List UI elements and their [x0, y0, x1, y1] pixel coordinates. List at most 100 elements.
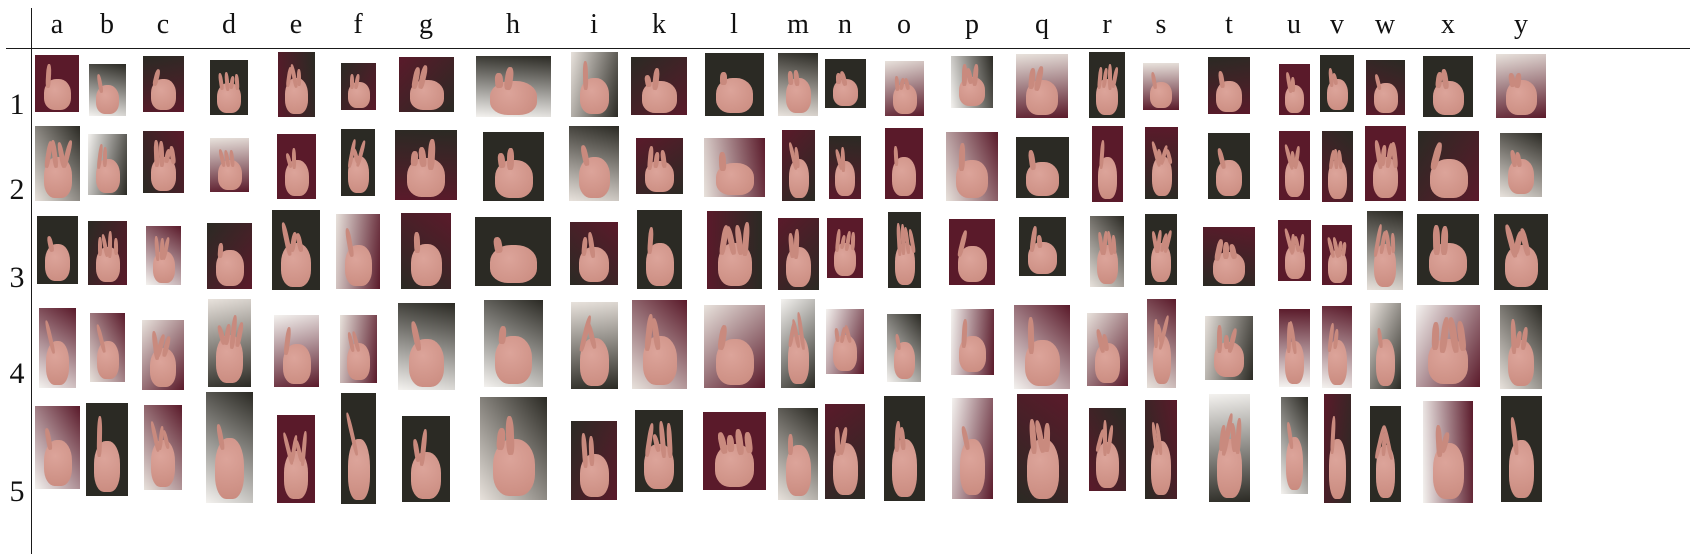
- finger-shape: [506, 147, 514, 171]
- finger-shape: [215, 423, 225, 451]
- sign-image-k-5: [635, 410, 683, 492]
- sign-image-x-1: [1423, 56, 1473, 117]
- sign-image-e-4: [273, 315, 319, 387]
- hand-shape: [1096, 79, 1118, 115]
- sign-image-c-1: [142, 56, 184, 112]
- sign-image-k-3: [636, 210, 682, 289]
- finger-shape: [644, 74, 652, 88]
- finger-shape: [417, 146, 428, 168]
- finger-shape: [1290, 76, 1295, 93]
- sign-image-y-1: [1496, 54, 1546, 118]
- sign-image-m-1: [778, 53, 818, 116]
- hand-shape: [494, 336, 532, 384]
- column-label-r: r: [1102, 9, 1112, 40]
- sign-image-c-2: [142, 131, 184, 193]
- column-label-h: h: [506, 9, 520, 40]
- column-label-u: u: [1287, 9, 1301, 40]
- sign-image-u-5: [1280, 397, 1308, 494]
- sign-image-q-5: [1016, 394, 1068, 503]
- column-label-s: s: [1155, 9, 1167, 40]
- sign-image-i-2: [569, 126, 619, 201]
- finger-shape: [291, 147, 296, 170]
- column-label-o: o: [897, 9, 911, 40]
- sign-image-s-2: [1144, 127, 1178, 199]
- sign-image-s-1: [1143, 63, 1179, 110]
- hand-shape: [284, 78, 308, 114]
- sign-image-v-2: [1321, 131, 1353, 202]
- sign-image-h-3: [475, 217, 551, 286]
- sign-image-i-5: [571, 421, 617, 500]
- sign-image-h-1: [475, 56, 551, 117]
- hand-shape: [1285, 437, 1303, 490]
- column-label-i: i: [590, 9, 598, 40]
- finger-shape: [1222, 241, 1230, 260]
- sign-image-v-4: [1322, 306, 1352, 388]
- column-label-g: g: [419, 9, 433, 40]
- sign-image-y-4: [1500, 305, 1542, 389]
- hand-shape: [1508, 440, 1534, 498]
- sign-image-k-1: [631, 57, 687, 115]
- sign-image-y-3: [1494, 214, 1548, 290]
- sign-image-l-1: [704, 53, 764, 116]
- sign-image-e-3: [272, 210, 320, 290]
- sign-image-n-1: [824, 59, 866, 108]
- sign-image-r-4: [1086, 313, 1128, 386]
- sign-image-t-4: [1205, 316, 1253, 380]
- row-label-3: 3: [9, 261, 25, 294]
- sign-image-g-3: [401, 213, 451, 289]
- hand-shape: [1095, 442, 1119, 488]
- finger-shape: [234, 73, 240, 91]
- sign-image-o-1: [884, 61, 924, 116]
- finger-shape: [492, 236, 504, 254]
- finger-shape: [96, 415, 103, 458]
- hand-shape: [348, 156, 369, 193]
- sign-image-b-2: [87, 134, 127, 195]
- sign-image-d-2: [209, 138, 249, 192]
- row-label-4: 4: [9, 357, 25, 390]
- sign-image-n-5: [825, 404, 865, 499]
- sign-image-l-3: [706, 211, 762, 289]
- column-label-p: p: [965, 9, 979, 40]
- finger-shape: [496, 152, 506, 169]
- finger-shape: [893, 75, 900, 92]
- column-label-d: d: [222, 9, 236, 40]
- sign-image-r-2: [1091, 126, 1123, 202]
- finger-shape: [1111, 234, 1117, 255]
- finger-shape: [1440, 225, 1449, 256]
- finger-shape: [1043, 422, 1050, 453]
- hand-shape: [959, 439, 985, 495]
- sign-image-f-2: [341, 129, 375, 196]
- finger-shape: [788, 434, 793, 455]
- sign-image-u-1: [1278, 64, 1310, 115]
- sign-image-a-4: [38, 308, 76, 388]
- column-label-y: y: [1514, 9, 1528, 40]
- sign-image-x-2: [1417, 131, 1479, 201]
- sign-image-k-2: [635, 138, 683, 194]
- finger-shape: [787, 70, 794, 86]
- sign-image-n-2: [829, 136, 861, 199]
- sign-image-t-5: [1208, 394, 1250, 502]
- finger-shape: [495, 427, 506, 451]
- sign-image-w-1: [1365, 60, 1405, 115]
- hand-shape: [214, 438, 244, 499]
- finger-shape: [1373, 73, 1382, 91]
- hand-shape: [894, 342, 915, 379]
- finger-shape: [1035, 234, 1043, 249]
- column-label-t: t: [1225, 9, 1233, 40]
- sign-image-t-3: [1203, 227, 1255, 286]
- sign-image-a-3: [36, 216, 78, 284]
- sign-image-x-5: [1423, 401, 1473, 503]
- sign-image-b-5: [86, 403, 128, 496]
- finger-shape: [719, 71, 727, 86]
- sign-image-h-5: [479, 397, 547, 500]
- sign-image-f-1: [340, 63, 376, 110]
- sign-image-d-4: [207, 299, 251, 387]
- finger-shape: [102, 146, 107, 168]
- sign-image-r-3: [1090, 216, 1124, 287]
- finger-shape: [1108, 64, 1112, 90]
- finger-shape: [107, 230, 112, 259]
- sign-image-i-3: [570, 222, 618, 285]
- finger-shape: [97, 237, 102, 256]
- sign-image-g-1: [398, 57, 454, 112]
- column-label-q: q: [1035, 9, 1049, 40]
